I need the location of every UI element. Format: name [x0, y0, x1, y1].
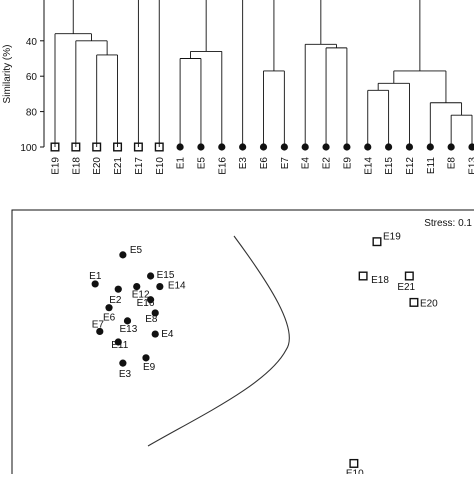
group-separator-curve: [148, 236, 289, 446]
point-label-e7: E7: [92, 319, 105, 330]
point-marker-e19: [373, 238, 381, 246]
point-marker-e9: [142, 354, 149, 361]
leaf-label-e1: E1: [176, 157, 187, 170]
point-label-e2: E2: [109, 295, 122, 306]
point-label-e1: E1: [89, 271, 102, 282]
leaf-label-e3: E3: [238, 157, 249, 170]
leaf-label-e12: E12: [405, 157, 416, 175]
leaf-label-e7: E7: [280, 157, 291, 170]
point-label-e16: E16: [137, 298, 155, 309]
leaf-label-e11: E11: [426, 157, 437, 174]
stress-annotation: Stress: 0.1: [424, 218, 472, 229]
point-label-e5: E5: [130, 245, 143, 256]
leaf-label-e6: E6: [259, 157, 270, 170]
point-marker-e4: [152, 330, 159, 337]
leaf-label-e8: E8: [447, 157, 458, 170]
leaf-label-e4: E4: [301, 157, 312, 170]
point-label-e14: E14: [168, 281, 186, 292]
leaf-label-e20: E20: [92, 157, 103, 175]
point-marker-e5: [119, 251, 126, 258]
y-tick-label: 80: [26, 108, 38, 119]
leaf-label-e9: E9: [342, 157, 353, 170]
dendrogram: 40 60 80 100 Similarity (%) E19 E18 E20 E21 E17 E1…: [2, 0, 474, 175]
leaf-label-e14: E14: [363, 157, 374, 175]
mds-frame: [12, 210, 474, 474]
point-marker-e15: [147, 272, 154, 279]
point-label-e9: E9: [143, 362, 156, 373]
y-axis-label: Similarity (%): [2, 45, 13, 104]
point-label-e6: E6: [103, 313, 116, 324]
y-tick-label: 60: [26, 72, 38, 83]
point-marker-e20: [410, 299, 418, 307]
point-marker-e6: [105, 304, 112, 311]
leaf-label-e2: E2: [322, 157, 333, 170]
point-marker-e21: [406, 272, 414, 280]
point-label-e3: E3: [119, 369, 132, 380]
leaf-label-e17: E17: [134, 157, 145, 175]
leaf-marker-e13: [468, 143, 474, 150]
point-marker-e18: [359, 272, 367, 280]
point-marker-e14: [156, 283, 163, 290]
point-label-e11: E11: [111, 340, 128, 351]
leaf-label-e21: E21: [113, 157, 124, 175]
point-label-e8: E8: [145, 314, 158, 325]
point-label-e19: E19: [383, 232, 401, 243]
point-label-e4: E4: [161, 329, 174, 340]
leaf-label-e15: E15: [384, 157, 395, 175]
y-tick-label: 100: [20, 143, 37, 154]
leaf-label-e5: E5: [196, 157, 207, 170]
point-marker-e3: [119, 360, 126, 367]
point-label-e15: E15: [157, 270, 175, 281]
mds-plot: Stress: 0.1E5E1E2E12E15E14E6E16E13E8E7E1…: [12, 210, 474, 474]
point-label-e13: E13: [120, 324, 138, 335]
leaf-label-e13: E13: [468, 157, 474, 175]
point-label-e21: E21: [397, 282, 415, 293]
point-marker-e10: [350, 460, 358, 468]
leaf-label-e18: E18: [71, 157, 82, 175]
point-label-e10: E10: [346, 468, 364, 474]
y-tick-label: 40: [26, 37, 38, 48]
leaf-label-e16: E16: [217, 157, 228, 175]
point-label-e20: E20: [420, 298, 438, 309]
leaf-label-e19: E19: [51, 157, 62, 175]
leaf-label-e10: E10: [155, 157, 166, 175]
point-marker-e2: [115, 286, 122, 293]
point-label-e18: E18: [371, 275, 389, 286]
